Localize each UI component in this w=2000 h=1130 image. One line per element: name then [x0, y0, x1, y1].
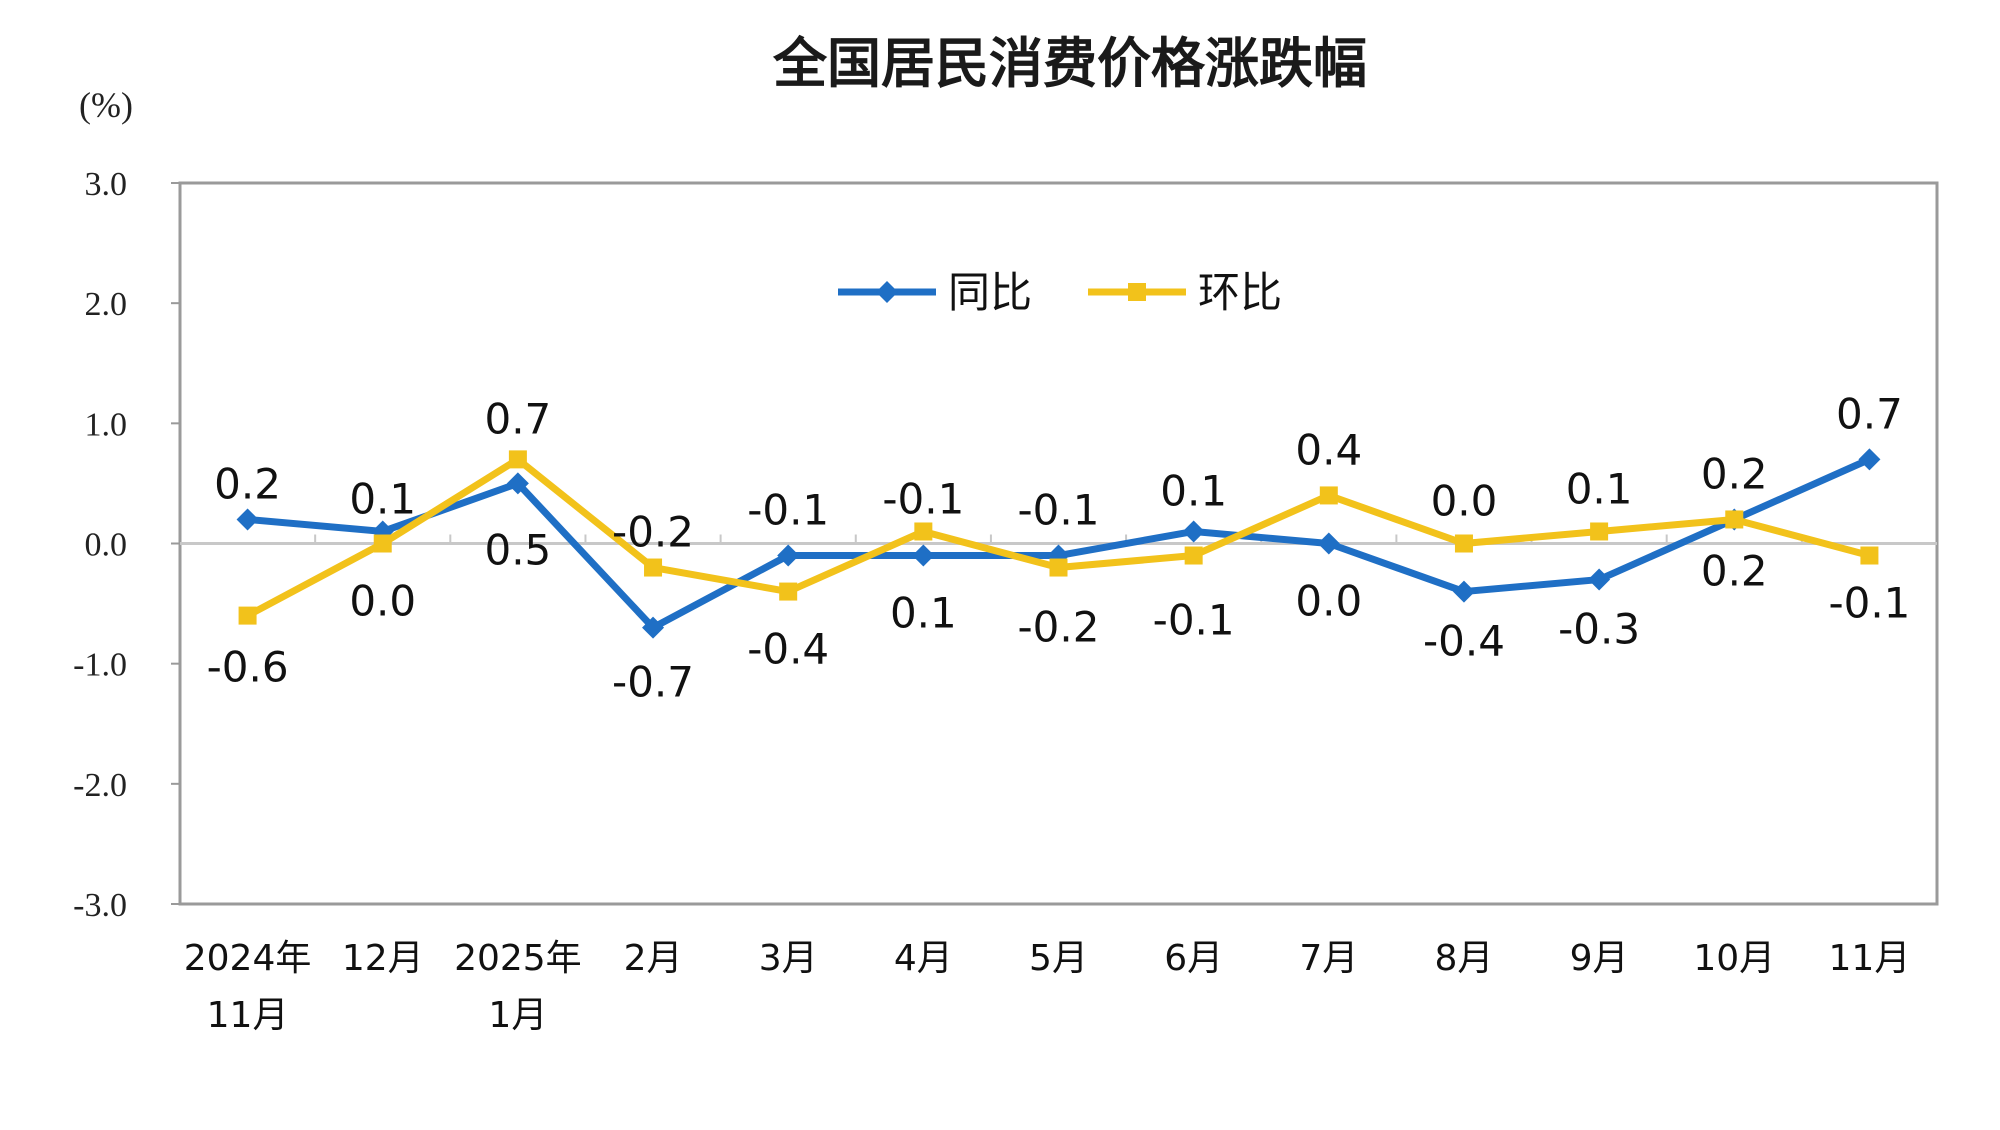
mom-data-label: -0.2	[1018, 603, 1100, 652]
x-axis-tick-label: 3月	[759, 938, 818, 979]
yoy-data-point	[642, 616, 665, 639]
mom-data-point	[1049, 558, 1068, 577]
x-axis-tick-label: 1月	[488, 995, 547, 1036]
mom-data-label: 0.4	[1295, 425, 1362, 474]
yoy-data-label: 0.5	[484, 525, 551, 574]
mom-data-point	[238, 606, 257, 625]
mom-data-point	[373, 534, 392, 553]
yoy-data-point	[1588, 568, 1611, 591]
yoy-data-label: -0.3	[1558, 605, 1640, 654]
plot-area: 3.0 2.0 1.0 0.0 -1.0 -2.0 -3.0 2024年 11月 12月 2025年…	[73, 166, 1939, 1036]
yoy-data-label: 0.1	[890, 589, 957, 638]
yoy-data-label: 0.1	[349, 474, 416, 523]
mom-data-label: 0.0	[1431, 477, 1498, 526]
x-axis-tick-label: 10月	[1693, 938, 1775, 979]
mom-data-label: -0.1	[882, 474, 964, 523]
mom-data-point	[1319, 486, 1338, 505]
yoy-data-label: -0.1	[1018, 486, 1100, 535]
yoy-data-label: 0.1	[1160, 466, 1227, 515]
yoy-data-label: -0.7	[612, 658, 694, 707]
mom-data-point	[644, 558, 663, 577]
mom-data-point	[1454, 534, 1473, 553]
y-axis-tick-label: 3.0	[85, 166, 128, 203]
x-axis-tick-label: 7月	[1299, 938, 1358, 979]
yoy-data-label: -0.4	[1423, 617, 1505, 666]
legend-label-mom: 环比	[1198, 268, 1282, 317]
y-axis-unit-label: (%)	[79, 85, 133, 125]
x-axis-tick-label: 2月	[624, 938, 683, 979]
x-axis-tick-label: 12月	[342, 938, 424, 979]
mom-data-label: -0.2	[612, 508, 694, 557]
yoy-data-point	[236, 508, 259, 531]
yoy-data-label: -0.1	[747, 486, 829, 535]
yoy-data-label: 0.7	[1836, 389, 1903, 438]
mom-data-point	[779, 582, 798, 601]
yoy-data-label: 0.2	[1701, 546, 1768, 595]
yoy-data-point	[777, 544, 800, 567]
chart-title: 全国居民消费价格涨跌幅	[772, 32, 1367, 95]
mom-data-label: 0.7	[484, 394, 551, 443]
y-axis-tick-label: -1.0	[73, 647, 127, 684]
x-axis-tick-label: 2025年	[454, 938, 582, 979]
yoy-data-point	[506, 472, 529, 495]
yoy-data-point	[1452, 580, 1475, 603]
legend-marker-yoy	[876, 281, 898, 303]
yoy-data-point	[1317, 532, 1340, 555]
mom-data-label: 0.0	[349, 577, 416, 626]
mom-data-point	[508, 450, 527, 469]
legend-marker-mom	[1128, 283, 1146, 301]
legend-label-yoy: 同比	[948, 268, 1032, 317]
mom-data-point	[1590, 522, 1609, 541]
x-axis-tick-label: 11月	[1829, 938, 1911, 979]
x-axis-tick-label: 5月	[1029, 938, 1088, 979]
y-axis-tick-label: -3.0	[73, 887, 127, 924]
y-axis-tick-label: 1.0	[85, 406, 128, 443]
mom-data-label: -0.6	[207, 643, 289, 692]
mom-data-point	[914, 522, 933, 541]
mom-data-point	[1860, 546, 1879, 565]
x-axis-tick-label: 9月	[1570, 938, 1629, 979]
mom-data-label: -0.4	[747, 625, 829, 674]
mom-data-point	[1725, 510, 1744, 529]
x-axis-tick-label: 11月	[207, 995, 289, 1036]
x-axis-tick-label: 4月	[894, 938, 953, 979]
yoy-data-label: 0.0	[1295, 577, 1362, 626]
yoy-data-point	[912, 544, 935, 567]
yoy-data-point	[1858, 448, 1881, 471]
y-axis-tick-label: 2.0	[85, 286, 128, 323]
yoy-data-point	[1182, 520, 1205, 543]
mom-data-label: 0.1	[1566, 464, 1633, 513]
yoy-data-label: 0.2	[214, 459, 281, 508]
y-axis-tick-label: -2.0	[73, 767, 127, 804]
mom-data-label: 0.2	[1701, 449, 1768, 498]
x-axis-tick-label: 8月	[1435, 938, 1494, 979]
x-axis-tick-label: 2024年	[184, 938, 312, 979]
y-axis-tick-label: 0.0	[85, 527, 128, 564]
mom-data-label: -0.1	[1153, 596, 1235, 645]
mom-data-point	[1184, 546, 1203, 565]
x-axis-tick-label: 6月	[1164, 938, 1223, 979]
mom-data-label: -0.1	[1828, 579, 1910, 628]
